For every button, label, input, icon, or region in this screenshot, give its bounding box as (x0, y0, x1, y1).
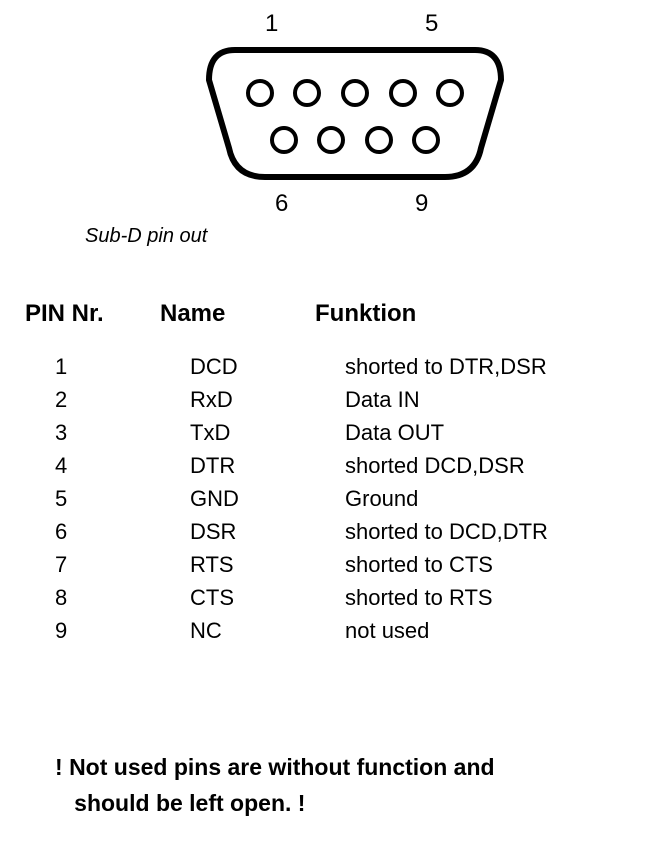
pinout-table: PIN Nr. Name Funktion 1DCDshorted to DTR… (25, 300, 635, 647)
pin-label-9: 9 (415, 190, 428, 218)
note-line1: Not used pins are without function and (69, 754, 495, 780)
cell-pin: 8 (25, 581, 190, 614)
cell-name: TxD (190, 416, 345, 449)
cell-func: shorted to DTR,DSR (345, 350, 635, 383)
table-row: 8CTSshorted to RTS (25, 581, 635, 614)
cell-func: Data OUT (345, 416, 635, 449)
header-name: Name (160, 300, 315, 328)
table-row: 7RTSshorted to CTS (25, 548, 635, 581)
db9-connector-icon (205, 45, 505, 185)
cell-name: DSR (190, 515, 345, 548)
table-header-row: PIN Nr. Name Funktion (25, 300, 635, 328)
pin-label-5: 5 (425, 10, 438, 38)
cell-name: NC (190, 614, 345, 647)
cell-name: CTS (190, 581, 345, 614)
cell-name: GND (190, 482, 345, 515)
cell-name: RTS (190, 548, 345, 581)
cell-func: shorted to RTS (345, 581, 635, 614)
pin-label-6: 6 (275, 190, 288, 218)
table-row: 5GNDGround (25, 482, 635, 515)
table-body: 1DCDshorted to DTR,DSR2RxDData IN3TxDDat… (25, 350, 635, 647)
note-line2: should be left open. (74, 790, 291, 816)
cell-name: RxD (190, 383, 345, 416)
header-func: Funktion (315, 300, 635, 328)
cell-func: shorted to DCD,DTR (345, 515, 635, 548)
cell-pin: 2 (25, 383, 190, 416)
cell-func: Data IN (345, 383, 635, 416)
cell-name: DTR (190, 449, 345, 482)
cell-func: shorted DCD,DSR (345, 449, 635, 482)
table-row: 3TxDData OUT (25, 416, 635, 449)
cell-pin: 7 (25, 548, 190, 581)
cell-pin: 4 (25, 449, 190, 482)
cell-func: shorted to CTS (345, 548, 635, 581)
table-row: 4DTRshorted DCD,DSR (25, 449, 635, 482)
cell-pin: 6 (25, 515, 190, 548)
cell-func: Ground (345, 482, 635, 515)
footnote: ! Not used pins are without function and… (55, 750, 615, 821)
cell-func: not used (345, 614, 635, 647)
exclaim-icon: ! (55, 754, 63, 780)
header-pin: PIN Nr. (25, 300, 160, 328)
table-row: 2RxDData IN (25, 383, 635, 416)
table-row: 1DCDshorted to DTR,DSR (25, 350, 635, 383)
cell-pin: 1 (25, 350, 190, 383)
table-row: 9NCnot used (25, 614, 635, 647)
cell-pin: 9 (25, 614, 190, 647)
exclaim-icon-end: ! (298, 790, 306, 816)
cell-pin: 3 (25, 416, 190, 449)
cell-pin: 5 (25, 482, 190, 515)
page: 1 5 6 9 Sub-D pin out PIN Nr. Name Funkt… (0, 0, 662, 850)
connector-caption: Sub-D pin out (85, 225, 207, 248)
cell-name: DCD (190, 350, 345, 383)
pin-label-1: 1 (265, 10, 278, 38)
table-row: 6DSRshorted to DCD,DTR (25, 515, 635, 548)
